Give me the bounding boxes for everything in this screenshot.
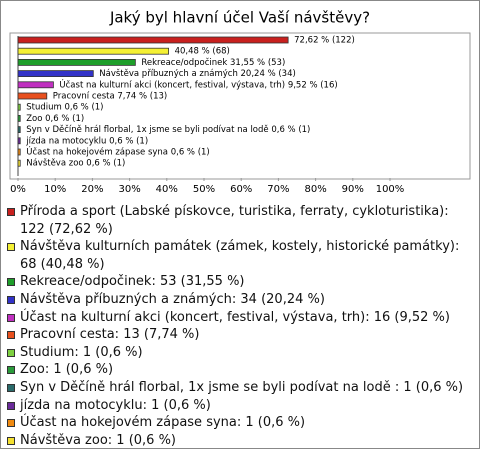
bar (17, 36, 289, 44)
bar (17, 159, 21, 167)
legend-label: Studium: 1 (0,6 %) (20, 344, 143, 360)
bar-label: 72,62 % (122) (294, 36, 355, 46)
bar-label: Návštěva zoo 0,6 % (1) (26, 158, 125, 169)
legend-label: Pracovní cesta: 13 (7,74 %) (20, 327, 200, 343)
legend-item: Návštěva příbuzných a známých: 34 (20,24… (6, 291, 472, 309)
bar (17, 148, 21, 156)
legend: Příroda a sport (Labské pískovce, turist… (6, 203, 472, 449)
legend-swatch (7, 348, 15, 357)
legend-label: Příroda a sport (Labské pískovce, turist… (20, 204, 449, 237)
x-tick-label: 30% (118, 184, 140, 195)
bar-label: Zoo 0,6 % (1) (26, 114, 84, 124)
legend-item: Studium: 1 (0,6 %) (6, 344, 472, 362)
legend-swatch (7, 313, 15, 322)
x-tick-label: 20% (81, 184, 103, 195)
legend-item: Návštěva kulturních památek (zámek, kost… (6, 238, 472, 273)
legend-item: Zoo: 1 (0,6 %) (6, 361, 472, 379)
legend-item: Účast na kulturní akci (koncert, festiva… (6, 309, 472, 327)
legend-label: Návštěva zoo: 1 (0,6 %) (20, 432, 176, 448)
bar (17, 137, 21, 145)
bar (17, 92, 48, 100)
legend-label: Rekreace/odpočinek: 53 (31,55 %) (20, 274, 245, 290)
x-tick-label: 70% (267, 184, 289, 195)
x-tick-label: 60% (230, 184, 252, 195)
bar (17, 103, 21, 111)
x-tick-label: 0% (10, 184, 26, 195)
legend-swatch (7, 331, 15, 340)
legend-label: Zoo: 1 (0,6 %) (20, 362, 114, 378)
x-tick-label: 100% (376, 184, 405, 195)
legend-swatch (7, 401, 15, 410)
legend-label: Návštěva příbuzných a známých: 34 (20,24… (20, 291, 325, 307)
bar (17, 81, 54, 89)
legend-label: jízda na motocyklu: 1 (0,6 %) (20, 397, 211, 413)
legend-item: Syn v Děčíně hrál florbal, 1x jsme se by… (6, 379, 472, 397)
bar-label: Studium 0,6 % (1) (26, 103, 103, 113)
plot-frame (9, 32, 471, 180)
legend-item: Rekreace/odpočinek: 53 (31,55 %) (6, 273, 472, 291)
legend-item: Pracovní cesta: 13 (7,74 %) (6, 326, 472, 344)
x-tick-label: 50% (193, 184, 215, 195)
x-tick-label: 80% (304, 184, 326, 195)
bar-label: Pracovní cesta 7,74 % (13) (53, 92, 167, 102)
legend-swatch (7, 243, 15, 252)
legend-swatch (7, 366, 15, 375)
legend-swatch (7, 208, 15, 216)
legend-swatch (7, 383, 15, 392)
legend-label: Syn v Děčíně hrál florbal, 1x jsme se by… (20, 379, 464, 395)
chart: Jaký byl hlavní účel Vaší návštěvy? 0% 10… (9, 9, 471, 195)
bar (17, 115, 21, 122)
legend-swatch (7, 295, 15, 304)
x-tick-label: 40% (156, 184, 178, 195)
bar (17, 70, 94, 77)
legend-swatch (7, 419, 15, 428)
bar-label: Účast na hokejovém zápase syna 0,6 % (1) (26, 146, 210, 158)
bar-label: jízda na motocyklu 0,6 % (1) (25, 136, 148, 146)
bar (17, 126, 21, 133)
legend-swatch (7, 278, 15, 287)
chart-title: Jaký byl hlavní účel Vaší návštěvy? (109, 9, 370, 27)
bar-label: 40,48 % (68) (175, 47, 230, 57)
bar (17, 47, 169, 55)
bar (17, 59, 136, 66)
bar-label: Rekreace/odpočinek 31,55 % (53) (141, 57, 285, 68)
bar-label: Účast na kulturní akci (koncert, festiva… (59, 78, 337, 90)
x-tick-label: 10% (44, 184, 66, 195)
legend-item: jízda na motocyklu: 1 (0,6 %) (6, 397, 472, 415)
legend-label: Návštěva kulturních památek (zámek, kost… (20, 239, 460, 272)
x-tick-label: 90% (342, 184, 364, 195)
legend-swatch (7, 436, 15, 445)
bar-label: Syn v Děčíně hrál florbal, 1x jsme se by… (26, 124, 310, 135)
legend-label: Účast na kulturní akci (koncert, festiva… (20, 309, 450, 325)
bar-label: Návštěva příbuzných a známých 20,24 % (3… (99, 68, 296, 79)
legend-label: Účast na hokejovém zápase syna: 1 (0,6 %… (20, 415, 306, 431)
legend-item: Návštěva zoo: 1 (0,6 %) (6, 432, 472, 449)
legend-item: Účast na hokejovém zápase syna: 1 (0,6 %… (6, 414, 472, 432)
legend-item: Příroda a sport (Labské pískovce, turist… (6, 203, 472, 238)
